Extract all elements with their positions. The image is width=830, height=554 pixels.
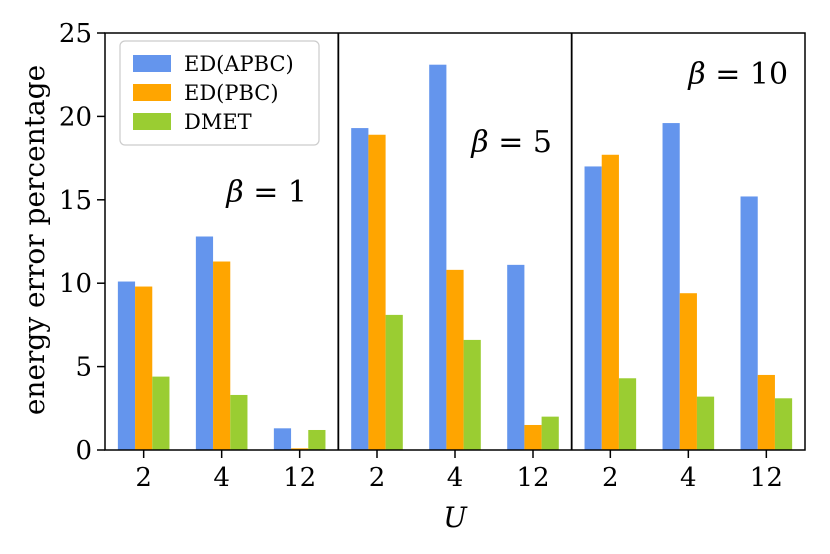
x-tick-label: 4 xyxy=(213,463,230,493)
legend-swatch xyxy=(133,113,171,130)
bar-dmet-panel1-u12 xyxy=(308,429,326,450)
bar-ed-pbc--panel1-u4 xyxy=(213,261,231,450)
bar-ed-apbc--panel1-u4 xyxy=(195,236,214,450)
y-tick-label: 0 xyxy=(75,436,92,466)
y-tick-label: 15 xyxy=(59,186,92,216)
y-tick-label: 25 xyxy=(59,19,92,49)
panel-annotation-3: β = 10 xyxy=(687,57,788,92)
legend-label: DMET xyxy=(184,110,252,134)
bar-dmet-panel1-u4 xyxy=(230,394,248,450)
legend: ED(APBC) ED(PBC) DMET xyxy=(119,40,320,146)
bar-ed-pbc--panel1-u12 xyxy=(291,448,309,450)
bar-ed-pbc--panel2-u2 xyxy=(368,134,386,451)
y-axis-title: energy error percentage xyxy=(18,65,51,415)
x-axis-title: U xyxy=(443,501,468,534)
bar-ed-pbc--panel3-u2 xyxy=(601,154,619,450)
legend-label: ED(PBC) xyxy=(184,81,279,105)
bar-dmet-panel2-u2 xyxy=(385,314,403,450)
bar-dmet-panel3-u4 xyxy=(696,396,715,450)
bar-ed-apbc--panel1-u12 xyxy=(273,428,292,450)
x-axis: 2 4 12 2 4 12 2 4 12 xyxy=(135,450,783,493)
bar-dmet-panel2-u12 xyxy=(541,416,559,450)
legend-swatch xyxy=(133,84,171,101)
x-tick-label: 2 xyxy=(135,463,152,493)
bar-ed-apbc--panel2-u12 xyxy=(507,264,525,450)
x-tick-label: 4 xyxy=(447,463,464,493)
bar-ed-apbc--panel3-u4 xyxy=(662,123,680,451)
bar-ed-pbc--panel2-u12 xyxy=(524,424,542,450)
bar-ed-apbc--panel2-u4 xyxy=(429,64,447,450)
x-tick-label: 12 xyxy=(516,463,549,493)
y-tick-label: 20 xyxy=(59,102,92,132)
x-tick-label: 12 xyxy=(750,463,783,493)
bar-dmet-panel3-u2 xyxy=(618,378,637,450)
panel-annotation-2: β = 5 xyxy=(470,125,552,160)
bar-dmet-panel3-u12 xyxy=(774,398,793,450)
panel-annotations: β = 1 β = 5 β = 10 xyxy=(225,57,788,210)
bar-dmet-panel1-u2 xyxy=(152,376,170,450)
bar-ed-apbc--panel1-u2 xyxy=(117,281,136,450)
legend-label: ED(APBC) xyxy=(184,52,294,76)
y-tick-label: 10 xyxy=(59,269,92,299)
bar-ed-apbc--panel3-u2 xyxy=(584,166,602,450)
bar-ed-pbc--panel2-u4 xyxy=(446,269,464,450)
x-tick-label: 2 xyxy=(369,463,386,493)
bar-ed-pbc--panel3-u4 xyxy=(679,293,697,450)
bar-ed-apbc--panel2-u2 xyxy=(351,128,369,451)
y-tick-label: 5 xyxy=(75,353,92,383)
bar-ed-apbc--panel3-u12 xyxy=(740,196,758,450)
y-axis: 0 5 10 15 20 25 xyxy=(59,19,105,466)
x-tick-label: 2 xyxy=(602,463,619,493)
bars-layer xyxy=(117,64,793,451)
x-tick-label: 12 xyxy=(283,463,316,493)
panel-annotation-1: β = 1 xyxy=(225,175,307,210)
bar-ed-pbc--panel1-u2 xyxy=(135,286,153,450)
legend-swatch xyxy=(133,55,171,72)
bar-dmet-panel2-u4 xyxy=(463,339,481,450)
x-tick-label: 4 xyxy=(680,463,697,493)
bar-ed-pbc--panel3-u12 xyxy=(757,374,775,450)
